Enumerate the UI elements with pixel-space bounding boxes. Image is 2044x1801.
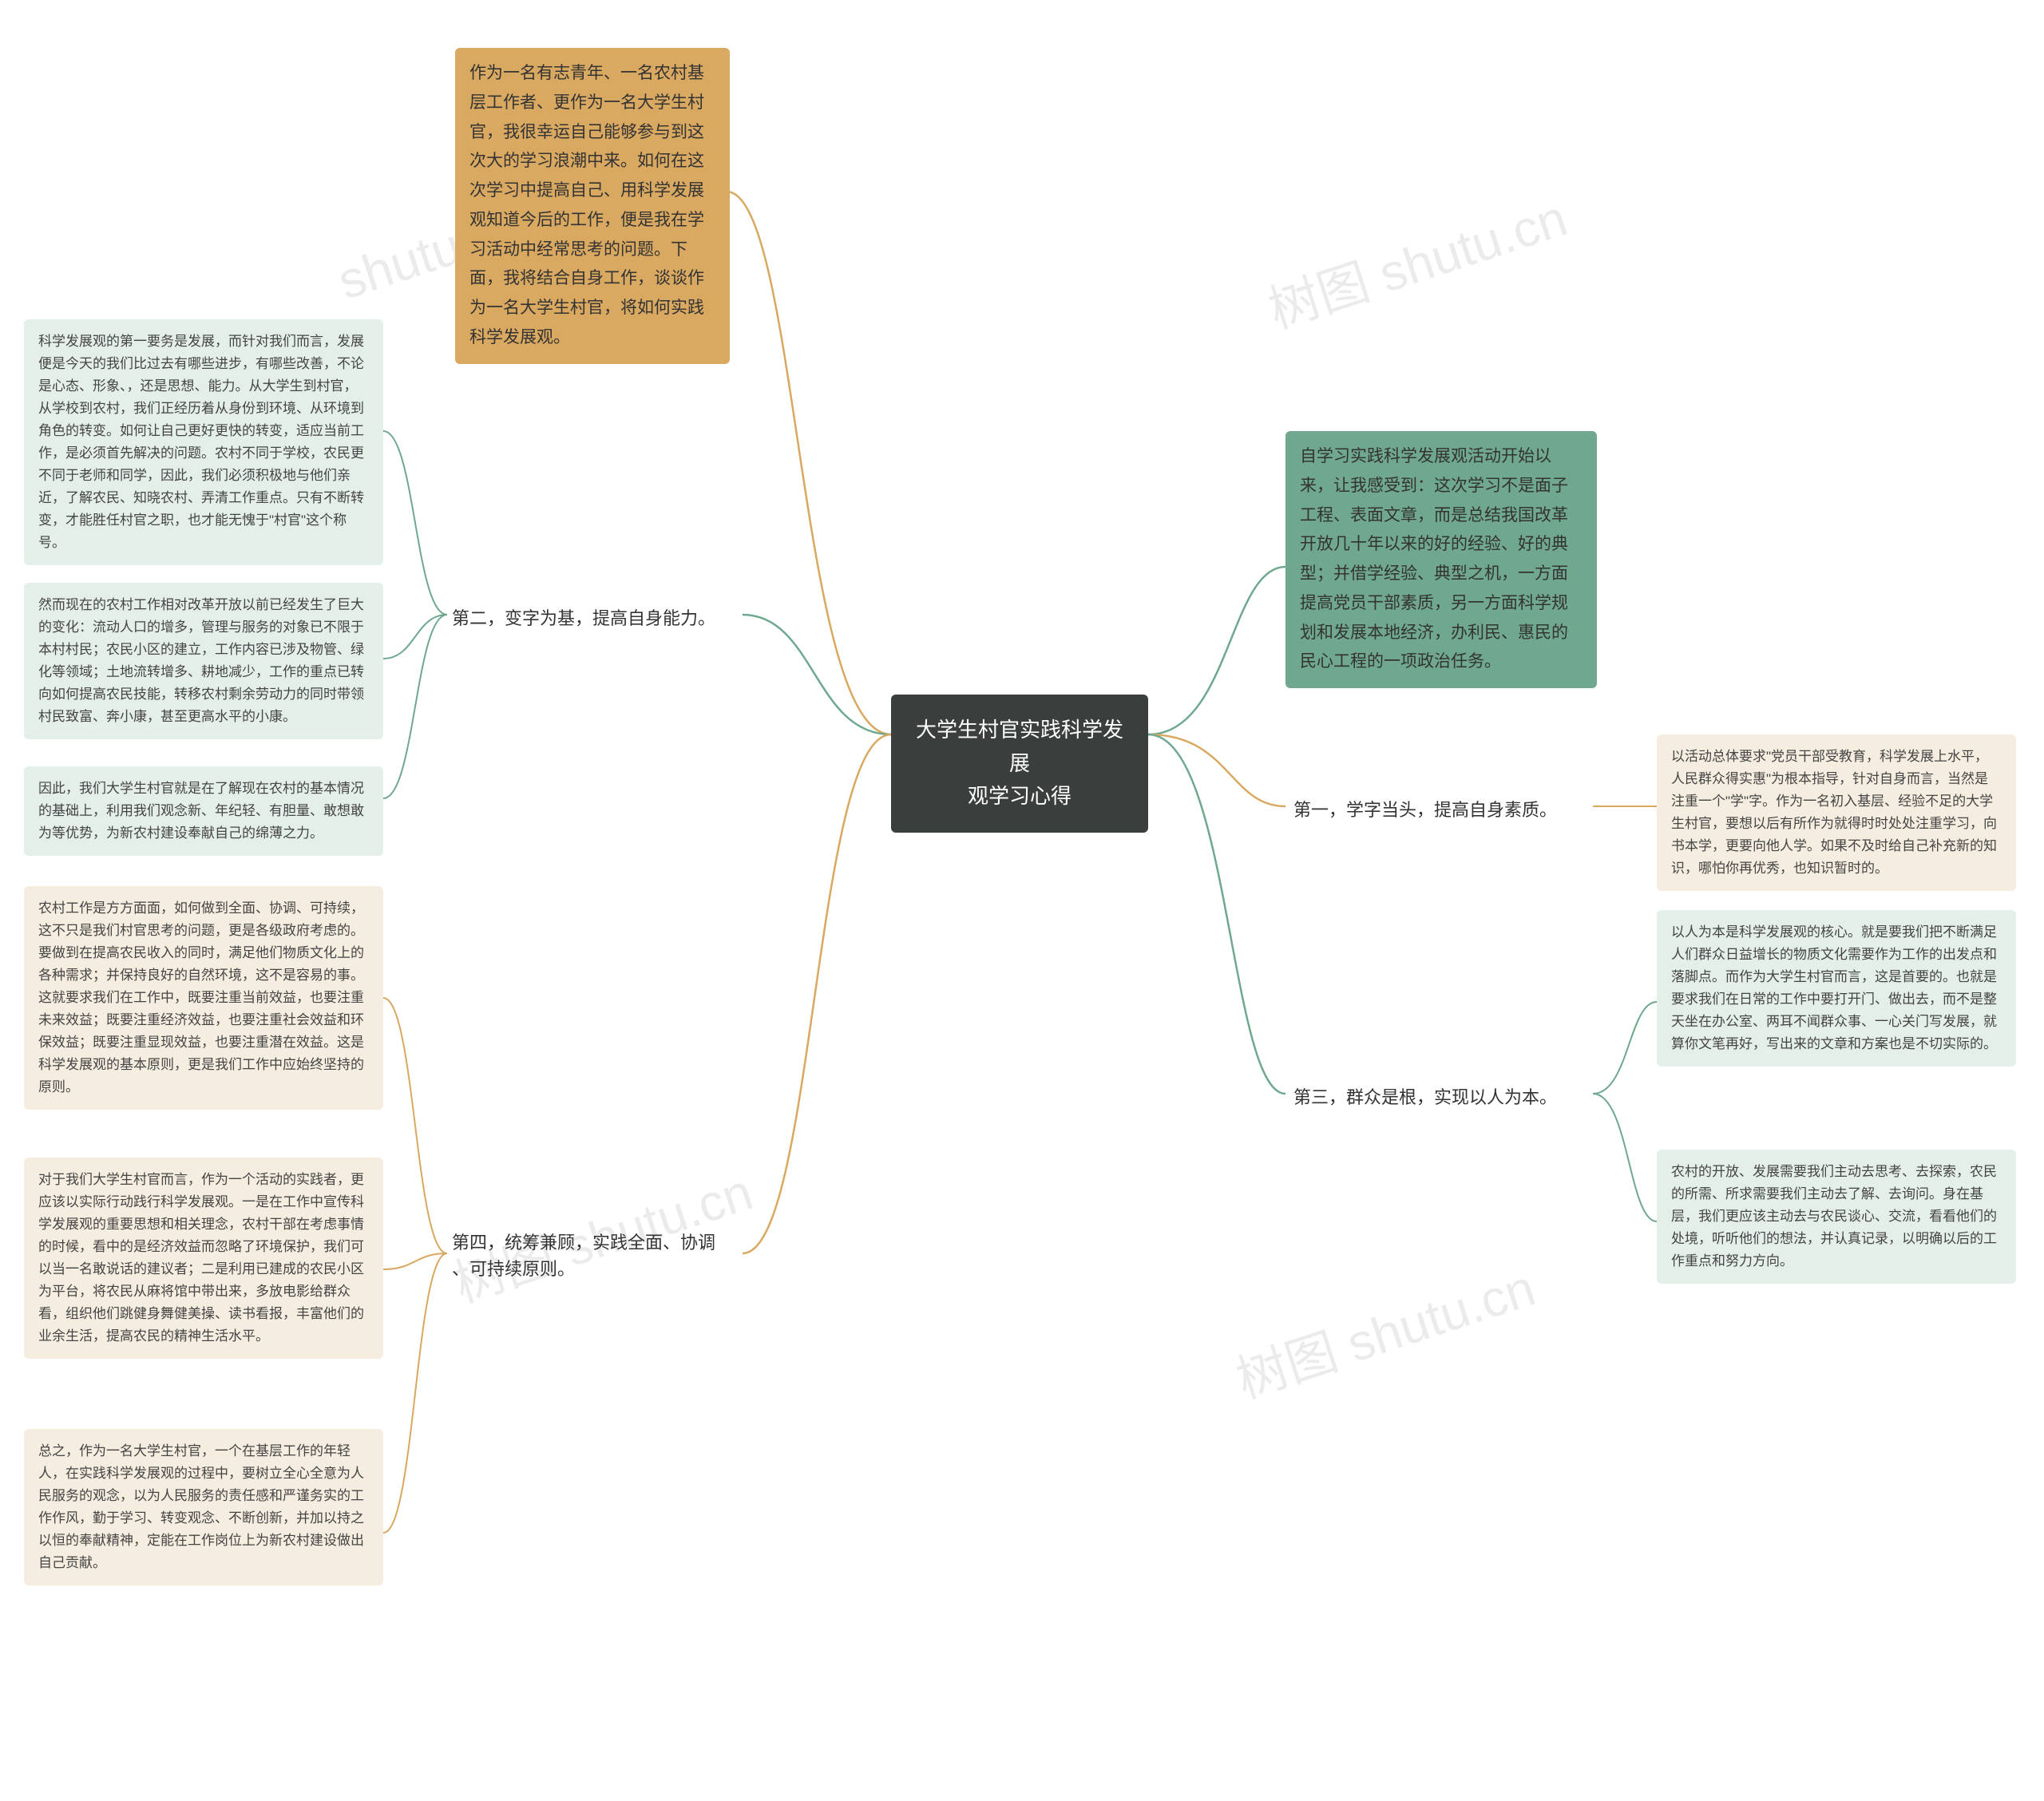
watermark: 树图 shutu.cn [1258,177,1575,342]
b3-leaf-2: 农村的开放、发展需要我们主动去思考、去探索，农民的所需、所求需要我们主动去了解、… [1657,1150,2016,1284]
branch-2-label: 第二，变字为基，提高自身能力。 [452,604,715,633]
center-node: 大学生村官实践科学发展 观学习心得 [891,695,1148,833]
center-line2: 观学习心得 [913,780,1126,813]
right-intro-text: 自学习实践科学发展观活动开始以来，让我感受到：这次学习不是面子工程、表面文章，而… [1300,447,1568,671]
watermark: 树图 shutu.cn [1226,1247,1543,1412]
b3-leaf-1: 以人为本是科学发展观的核心。就是要我们把不断满足人们群众日益增长的物质文化需要作… [1657,910,2016,1067]
left-intro-box: 作为一名有志青年、一名农村基层工作者、更作为一名大学生村官，我很幸运自己能够参与… [455,48,730,364]
b4-leaf-2: 对于我们大学生村官而言，作为一个活动的实践者，更应该以实际行动践行科学发展观。一… [24,1158,383,1359]
b2-leaf-3: 因此，我们大学生村官就是在了解现在农村的基本情况的基础上，利用我们观念新、年纪轻… [24,766,383,856]
branch-1-label: 第一，学字当头，提高自身素质。 [1293,795,1557,825]
right-intro-box: 自学习实践科学发展观活动开始以来，让我感受到：这次学习不是面子工程、表面文章，而… [1285,431,1597,688]
branch-3-label: 第三，群众是根，实现以人为本。 [1293,1083,1557,1112]
branch-4-label: 第四，统筹兼顾，实践全面、协调 、可持续原则。 [452,1229,747,1282]
b4-leaf-1: 农村工作是方方面面，如何做到全面、协调、可持续，这不只是我们村官思考的问题，更是… [24,886,383,1110]
b4-leaf-3: 总之，作为一名大学生村官，一个在基层工作的年轻人，在实践科学发展观的过程中，要树… [24,1429,383,1585]
b2-leaf-2: 然而现在的农村工作相对改革开放以前已经发生了巨大的变化：流动人口的增多，管理与服… [24,583,383,739]
b1-leaf-1: 以活动总体要求"党员干部受教育，科学发展上水平，人民群众得实惠"为根本指导，针对… [1657,734,2016,891]
left-intro-text: 作为一名有志青年、一名农村基层工作者、更作为一名大学生村官，我很幸运自己能够参与… [469,64,704,346]
b2-leaf-1: 科学发展观的第一要务是发展，而针对我们而言，发展便是今天的我们比过去有哪些进步，… [24,319,383,565]
center-line1: 大学生村官实践科学发展 [913,714,1126,780]
